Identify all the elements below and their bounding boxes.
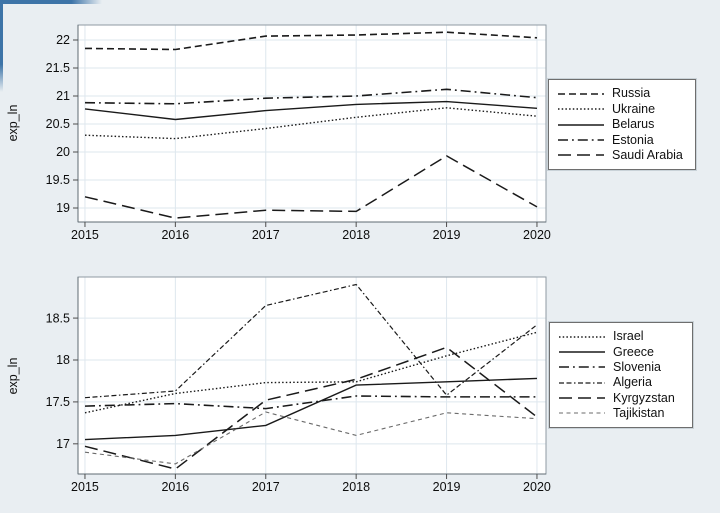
y-tick-label: 19.5 (46, 173, 70, 187)
legend-label: Estonia (612, 132, 654, 147)
series-line-belarus (84, 100, 538, 121)
series-line-saudi-arabia (84, 155, 538, 219)
plot-area (78, 25, 546, 222)
legend-label: Ukraine (612, 101, 656, 116)
blue-frame-left-edge (0, 0, 3, 92)
legend-item-estonia: Estonia (557, 132, 687, 147)
legend-item-slovenia: Slovenia (558, 360, 684, 375)
legend-line-sample-slovenia (559, 366, 605, 369)
legend-label: Russia (612, 86, 651, 101)
legend-item-greece: Greece (558, 344, 684, 359)
legend-label: Saudi Arabia (612, 148, 683, 163)
legend-line-sample-greece (559, 351, 605, 353)
legend-item-russia: Russia (557, 86, 687, 101)
series-line-kyrgyzstan (84, 346, 538, 470)
legend-line-sample-algeria (559, 382, 605, 384)
x-tick-label: 2020 (523, 228, 551, 242)
blue-frame-top-edge (0, 0, 102, 4)
y-tick-label: 20 (56, 145, 70, 159)
legend-label: Kyrgyzstan (613, 390, 675, 405)
legend-label: Greece (613, 344, 654, 359)
x-tick-label: 2018 (342, 228, 370, 242)
legend-label: Tajikistan (613, 406, 665, 421)
y-tick-label: 17 (56, 437, 70, 451)
legend-line-sample-israel (559, 335, 605, 338)
series-line-slovenia (84, 395, 537, 410)
y-tick-label: 20.5 (46, 117, 70, 131)
legend-label: Israel (613, 329, 644, 344)
legend-line-sample-ukraine (558, 108, 604, 110)
legend-item-israel: Israel (558, 329, 684, 344)
bottom-legend: Israel Greece Slovenia Algeria Kyrgyzstan Taj… (549, 322, 693, 428)
x-tick-label: 2017 (252, 480, 280, 494)
x-tick-label: 2016 (161, 480, 189, 494)
legend-label: Slovenia (613, 360, 661, 375)
legend-item-algeria: Algeria (558, 375, 684, 390)
y-tick-label: 21.5 (46, 61, 70, 75)
x-tick-label: 2020 (523, 480, 551, 494)
legend-item-ukraine: Ukraine (557, 101, 687, 116)
series-line-estonia (84, 88, 538, 105)
y-tick-label: 19 (56, 201, 70, 215)
legend-item-kyrgyzstan: Kyrgyzstan (558, 390, 684, 405)
legend-line-sample-kyrgyzstan (559, 397, 605, 399)
legend-line-sample-saudi-arabia (558, 154, 604, 157)
legend-item-tajikistan: Tajikistan (558, 406, 684, 421)
legend-line-sample-belarus (558, 123, 604, 126)
x-tick-label: 2015 (71, 228, 99, 242)
bottom-chart: 17 17.5 18 18.5 2015 2016 2017 2018 2019 2020 (46, 276, 551, 494)
top-chart: 19 19.5 20 20.5 21 21.5 22 2015 2016 2017 2018 2019… (46, 24, 551, 242)
y-tick-label: 18.5 (46, 311, 70, 325)
y-tick-label: 22 (56, 33, 70, 47)
top-legend: Russia Ukraine Belarus Estonia Saudi Arabia (548, 79, 696, 170)
series-line-ukraine (84, 107, 538, 140)
x-tick-label: 2017 (252, 228, 280, 242)
x-tick-label: 2019 (433, 228, 461, 242)
x-tick-label: 2019 (433, 480, 461, 494)
series-line-greece (84, 377, 538, 441)
series-line-russia (84, 31, 538, 51)
y-tick-label: 21 (56, 89, 70, 103)
legend-item-saudi-arabia: Saudi Arabia (557, 148, 687, 163)
legend-line-sample-russia (558, 92, 604, 95)
legend-item-belarus: Belarus (557, 117, 687, 132)
legend-line-sample-tajikistan (559, 412, 605, 414)
plot-area (78, 277, 546, 474)
y-tick-label: 18 (56, 353, 70, 367)
x-tick-label: 2016 (161, 228, 189, 242)
x-tick-label: 2015 (71, 480, 99, 494)
legend-line-sample-estonia (558, 139, 604, 141)
legend-label: Belarus (612, 117, 655, 132)
y-tick-label: 17.5 (46, 395, 70, 409)
legend-label: Algeria (613, 375, 652, 390)
x-tick-label: 2018 (342, 480, 370, 494)
series-line-tajikistan (84, 411, 538, 465)
